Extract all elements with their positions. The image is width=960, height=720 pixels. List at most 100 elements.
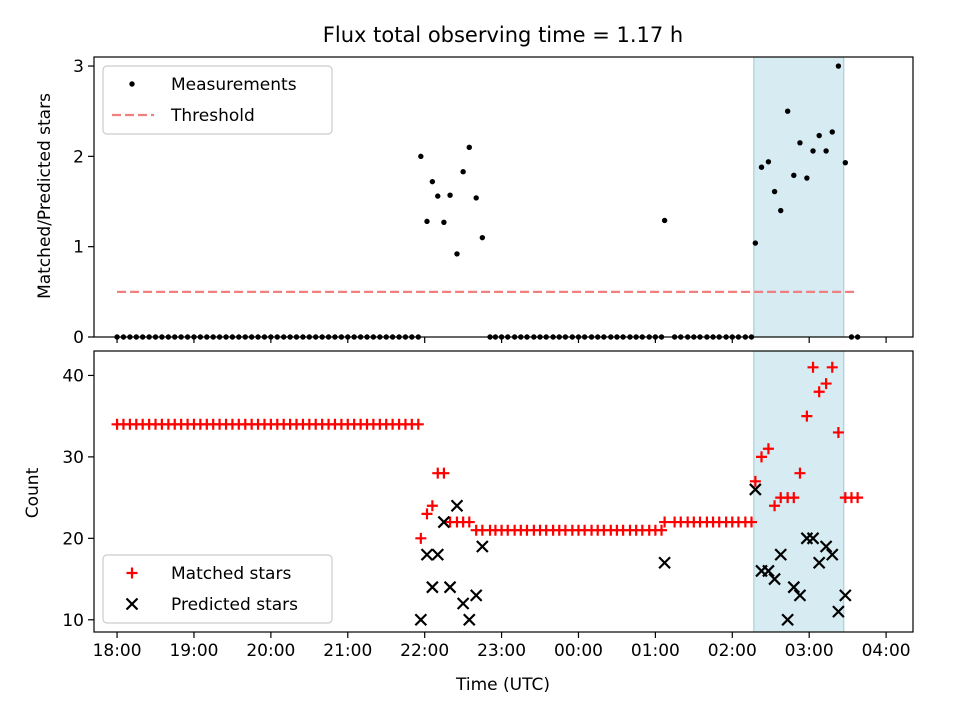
legend-label: Measurements — [171, 75, 297, 95]
x-tick-label: 22:00 — [400, 641, 449, 661]
data-point — [476, 540, 489, 553]
legend-box — [102, 65, 333, 135]
data-point — [756, 451, 768, 463]
series-predicted-stars — [414, 483, 852, 627]
data-point — [749, 475, 761, 487]
data-point — [431, 548, 445, 561]
legend-swatch — [126, 567, 138, 579]
data-point — [820, 378, 832, 390]
data-point — [746, 516, 758, 528]
data-point — [659, 516, 671, 528]
data-point — [769, 500, 781, 512]
data-point — [807, 361, 819, 373]
x-tick-label: 01:00 — [631, 641, 680, 661]
legend-label: Predicted stars — [171, 595, 298, 615]
data-point — [429, 178, 436, 185]
data-point — [463, 516, 475, 528]
data-point — [832, 605, 845, 618]
data-point — [456, 597, 470, 610]
data-point — [414, 613, 428, 627]
data-point — [415, 532, 427, 544]
data-point — [762, 564, 775, 578]
y-tick-label: 30 — [62, 448, 84, 468]
legend: Measurements Threshold — [102, 65, 333, 135]
legend-label: Threshold — [170, 106, 255, 126]
x-tick-label: 23:00 — [477, 641, 526, 661]
data-point — [438, 467, 450, 479]
x-tick-label: 20:00 — [246, 641, 295, 661]
data-point — [426, 500, 438, 512]
y-tick-label: 0 — [73, 328, 84, 348]
data-point — [804, 175, 810, 181]
legend: Matched stars Predicted stars — [102, 554, 333, 624]
data-point — [420, 548, 434, 561]
y-tick-label: 40 — [62, 366, 84, 386]
data-point — [421, 508, 433, 520]
data-point — [781, 613, 794, 627]
x-tick-label: 18:00 — [93, 641, 142, 661]
data-point — [787, 580, 801, 594]
y-tick-label: 1 — [73, 238, 84, 258]
data-point — [835, 63, 842, 69]
data-point — [656, 524, 668, 536]
y-tick-label: 3 — [73, 57, 84, 77]
x-tick-label: 03:00 — [785, 641, 834, 661]
data-point — [812, 556, 826, 570]
data-point — [460, 169, 466, 175]
y-tick-label: 2 — [73, 147, 84, 167]
x-tick-label: 00:00 — [554, 641, 603, 661]
data-point — [758, 164, 765, 170]
data-point — [435, 193, 441, 199]
data-point — [441, 219, 447, 225]
data-point — [810, 148, 816, 154]
legend-box — [102, 554, 333, 624]
highlight-span — [753, 350, 845, 633]
x-tick-label: 02:00 — [708, 641, 757, 661]
y-tick-label: 20 — [62, 529, 84, 549]
data-point — [852, 492, 864, 504]
legend-label: Matched stars — [171, 564, 291, 584]
data-point — [825, 548, 839, 561]
series-matched-stars — [111, 361, 864, 544]
data-point — [784, 108, 791, 114]
data-point — [473, 195, 479, 201]
data-point — [437, 515, 451, 529]
y-tick-label: 10 — [62, 611, 84, 631]
top-y-axis-label: Matched/Predicted stars — [35, 93, 55, 299]
data-point — [778, 207, 784, 214]
data-point — [469, 589, 483, 602]
legend-swatch — [125, 597, 139, 611]
data-point — [788, 492, 800, 504]
data-point — [793, 589, 807, 602]
data-point — [813, 386, 825, 398]
data-point — [829, 129, 835, 135]
data-point — [463, 613, 476, 627]
top-panel: 0 1 2 3 Measurements Threshold — [73, 56, 914, 348]
axes-frame — [93, 350, 914, 633]
bottom-panel: 10 20 30 40 18:00 19:00 20:00 21:00 22:00 23:00 00… — [62, 350, 914, 661]
data-point — [816, 132, 822, 139]
data-point — [801, 410, 813, 422]
data-point — [806, 532, 820, 545]
highlight-span — [753, 56, 845, 338]
data-point — [839, 589, 852, 602]
data-point — [424, 218, 430, 225]
data-point — [797, 140, 803, 146]
data-point — [826, 361, 838, 373]
data-point — [794, 467, 806, 479]
data-point — [479, 234, 486, 241]
data-point — [426, 580, 439, 594]
chart-title: Flux total observing time = 1.17 h — [323, 23, 683, 47]
data-point — [418, 153, 424, 160]
bottom-y-axis-label: Count — [23, 467, 43, 518]
data-point — [762, 443, 774, 455]
data-point — [768, 572, 781, 586]
data-point — [823, 148, 829, 154]
data-point — [771, 188, 778, 195]
data-point — [412, 418, 424, 430]
data-point — [447, 192, 453, 198]
data-point — [749, 483, 762, 496]
x-tick-label: 04:00 — [862, 641, 911, 661]
x-axis-label: Time (UTC) — [455, 675, 550, 695]
